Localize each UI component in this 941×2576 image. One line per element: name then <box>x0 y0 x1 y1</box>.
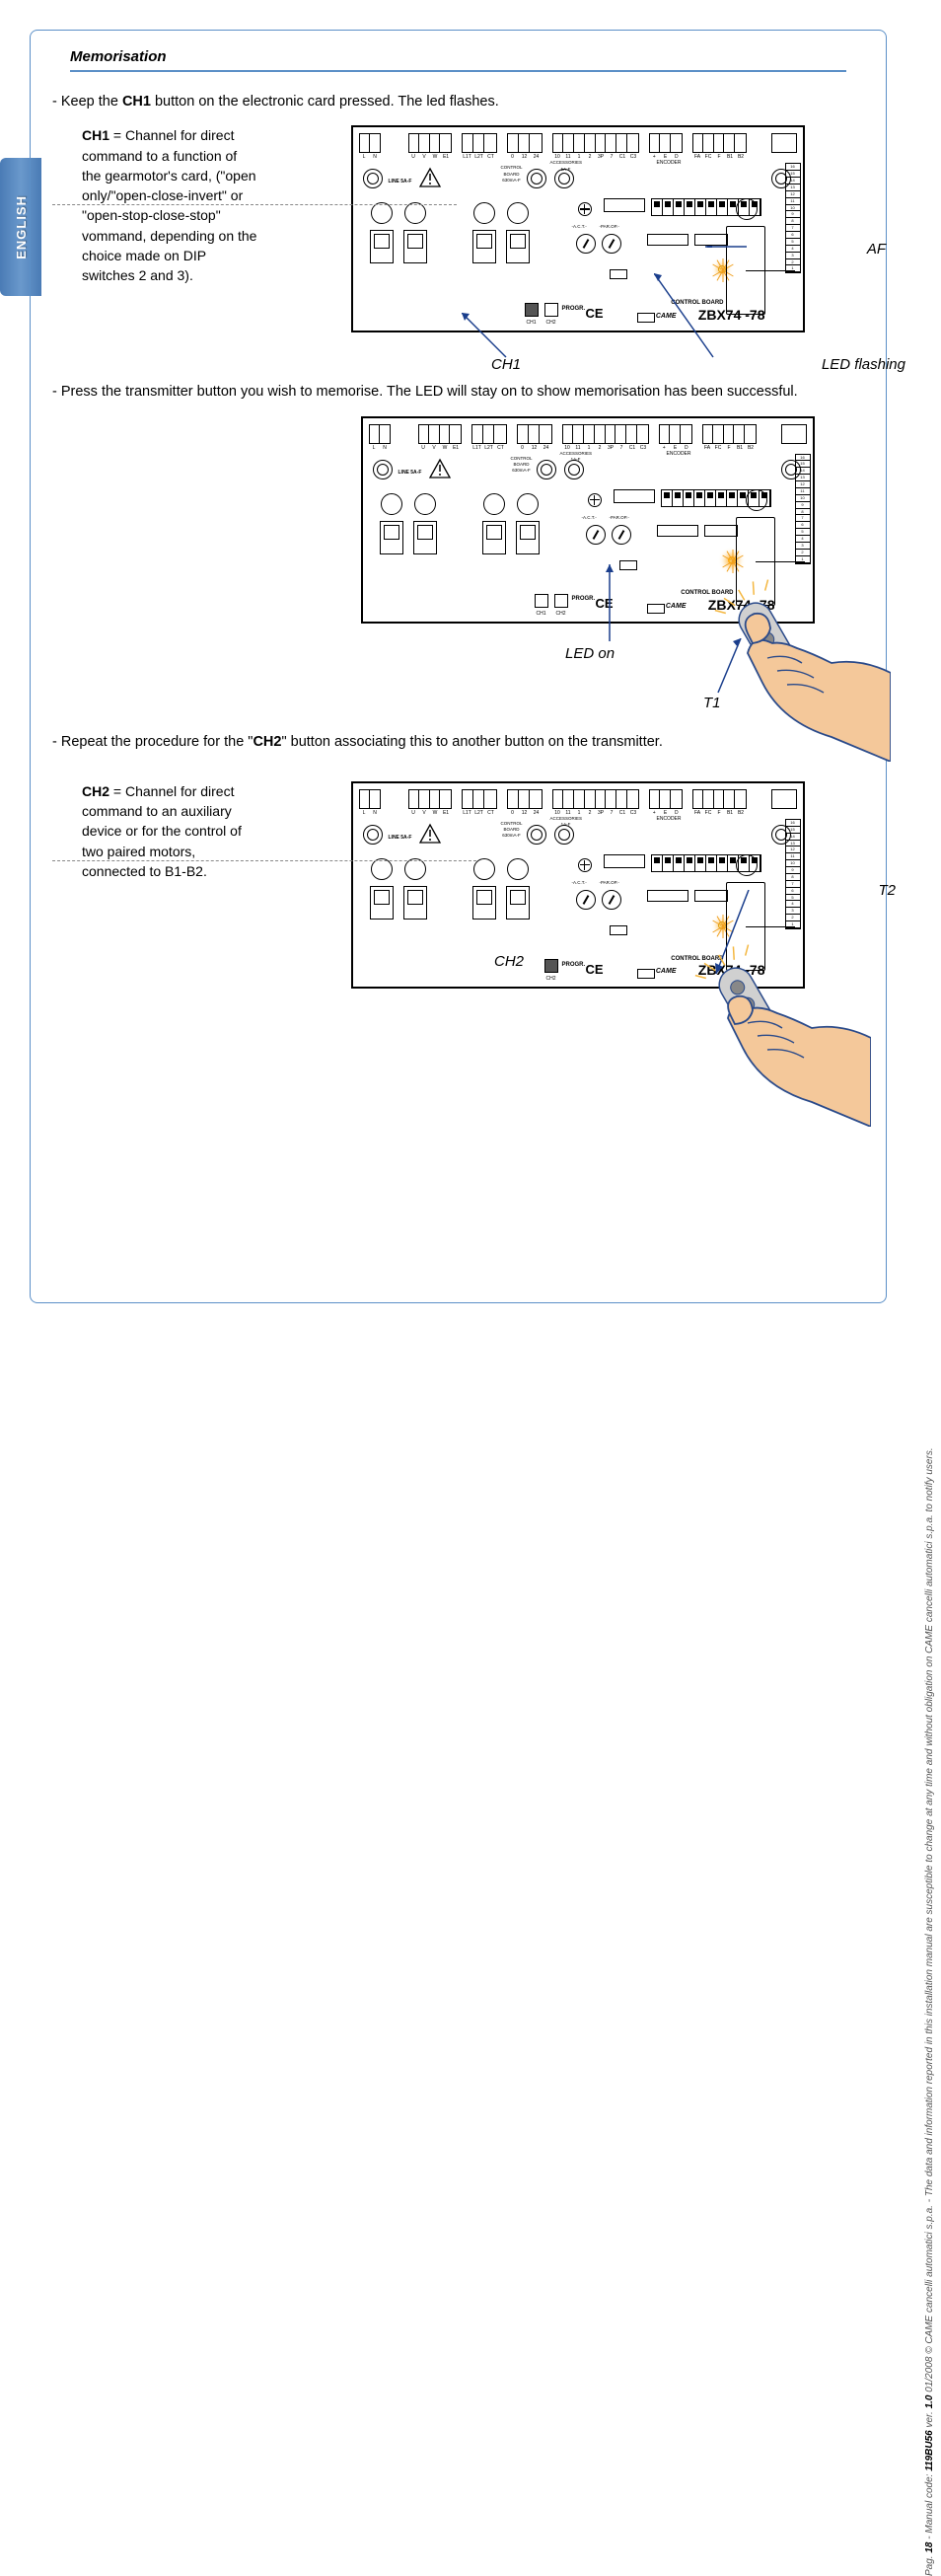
arrow-ch1 <box>462 313 511 362</box>
footer-code: 119BU56 <box>924 2430 935 2471</box>
page-frame: Memorisation - Keep the CH1 button on th… <box>30 30 887 1303</box>
footer-pag: Pag. <box>924 2553 935 2576</box>
board-wrap-3: LNUVWE1L1TL2TCT012241011123P7C1C3+EDFAFC… <box>279 781 876 989</box>
board-wrap-2: LNUVWE1L1TL2TCT012241011123P7C1C3+EDFAFC… <box>299 416 876 624</box>
board-wrap-1: LNUVWE1L1TL2TCT012241011123P7C1C3+EDFAFC… <box>279 125 876 332</box>
ch1-def-text: = Channel for direct command to a functi… <box>82 127 256 283</box>
block1: CH1 = Channel for direct command to a fu… <box>52 125 876 332</box>
annot-led-flashing: LED flashing <box>822 354 905 375</box>
annot-ch2: CH2 <box>494 951 524 972</box>
arrow-af <box>705 246 747 248</box>
content-area: - Keep the CH1 button on the electronic … <box>31 72 886 989</box>
step1-pre: - Keep the <box>52 94 122 110</box>
section-title: Memorisation <box>70 48 167 65</box>
ch2-def-bold: CH2 <box>82 783 109 799</box>
step1-text: - Keep the CH1 button on the electronic … <box>52 92 876 111</box>
step3-pre: - Repeat the procedure for the " <box>52 734 253 750</box>
arrow-led-on <box>605 564 634 643</box>
annot-t2: T2 <box>878 880 896 901</box>
annot-af: AF <box>867 239 886 259</box>
dash-line-1 <box>52 204 457 205</box>
block3: CH2 = Channel for direct command to an a… <box>52 781 876 989</box>
ch2-definition: CH2 = Channel for direct command to an a… <box>52 781 259 881</box>
section-header: Memorisation <box>70 48 846 72</box>
language-label: ENGLISH <box>14 195 29 259</box>
footer-rest: 01/2008 © CAME cancelli automatici s.p.a… <box>924 1447 935 2394</box>
step1-post: button on the electronic card pressed. T… <box>151 94 499 110</box>
hand-remote-1 <box>693 564 891 762</box>
arrow-led-flash <box>654 273 753 362</box>
step2-text: - Press the transmitter button you wish … <box>52 382 876 402</box>
step3-post: " button associating this to another but… <box>281 734 662 750</box>
step3-bold: CH2 <box>253 734 281 750</box>
footer-ver: 1.0 <box>924 2395 935 2409</box>
ch1-def-bold: CH1 <box>82 127 109 143</box>
footer-mid1: - Manual code: <box>924 2471 935 2542</box>
ch1-definition: CH1 = Channel for direct command to a fu… <box>52 125 259 285</box>
step1-bold: CH1 <box>122 94 151 110</box>
hand-remote-2 <box>674 929 871 1127</box>
dash-line-3 <box>52 860 476 861</box>
footer-mid2: ver. <box>924 2408 935 2430</box>
annot-led-on: LED on <box>565 643 615 664</box>
footer-vertical: Pag. 18 - Manual code: 119BU56 ver. 1.0 … <box>924 1303 935 2576</box>
footer-pagnum: 18 <box>924 2542 935 2553</box>
block2: LNUVWE1L1TL2TCT012241011123P7C1C3+EDFAFC… <box>52 416 876 624</box>
